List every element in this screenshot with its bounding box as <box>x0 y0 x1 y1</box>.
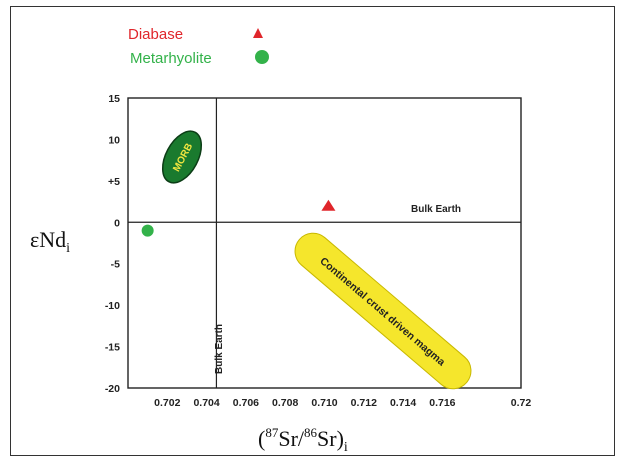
x-axis-label-mid2: Sr) <box>317 426 344 451</box>
x-axis-label-sup1: 87 <box>265 425 279 440</box>
x-tick-label: 0.712 <box>351 397 377 409</box>
x-axis-label-sub: i <box>344 440 348 455</box>
y-axis-label-base: εNd <box>30 227 66 252</box>
x-axis-label-open: ( <box>258 426 265 451</box>
legend-label-diabase: Diabase <box>128 26 183 43</box>
y-tick-label: 0 <box>114 217 120 229</box>
x-tick-label: 0.714 <box>390 397 416 409</box>
x-tick-label: 0.710 <box>311 397 337 409</box>
x-axis-label: (87Sr/86Sr)i <box>258 425 348 455</box>
y-tick-labels: 15 10 +5 0 -5 -10 -15 -20 <box>105 93 120 395</box>
bulk-earth-horizontal-label: Bulk Earth <box>411 204 461 215</box>
x-axis-label-sup2: 86 <box>304 425 318 440</box>
metarhyolite-point <box>141 224 154 237</box>
legend-marker-triangle <box>253 28 263 38</box>
x-axis-label-mid1: Sr/ <box>278 426 305 451</box>
y-tick-label: 10 <box>108 134 120 146</box>
y-axis-label: εNdi <box>30 227 70 256</box>
x-tick-label: 0.702 <box>154 397 180 409</box>
continental-crust-field: Continental crust driven magma <box>294 232 472 390</box>
x-tick-labels: 0.702 0.704 0.706 0.708 0.710 0.712 0.714 0.716… <box>154 397 531 409</box>
legend: Diabase Metarhyolite <box>128 26 269 67</box>
y-tick-label: -5 <box>111 259 120 271</box>
legend-marker-circle <box>255 50 269 64</box>
diabase-point <box>321 199 336 211</box>
x-tick-label: 0.708 <box>272 397 298 409</box>
y-tick-label: -15 <box>105 342 120 354</box>
legend-label-metarhyolite: Metarhyolite <box>130 50 212 67</box>
x-tick-label: 0.716 <box>429 397 455 409</box>
y-tick-label: -20 <box>105 383 120 395</box>
chart-frame <box>10 6 615 456</box>
x-tick-label: 0.72 <box>511 397 532 409</box>
y-tick-label: 15 <box>108 93 120 105</box>
plot-area <box>127 97 522 389</box>
y-tick-label: -10 <box>105 300 120 312</box>
continental-crust-field-label: Continental crust driven magma <box>317 255 447 368</box>
data-points <box>141 199 336 237</box>
x-tick-label: 0.706 <box>233 397 259 409</box>
bulk-earth-vertical-label: Bulk Earth <box>214 324 225 374</box>
y-tick-label: +5 <box>108 176 120 188</box>
continental-crust-field-shape <box>294 232 472 390</box>
morb-field-shape <box>161 130 203 184</box>
y-axis-label-sub: i <box>66 241 70 256</box>
x-tick-label: 0.704 <box>193 397 219 409</box>
morb-field: MORB <box>161 130 203 184</box>
